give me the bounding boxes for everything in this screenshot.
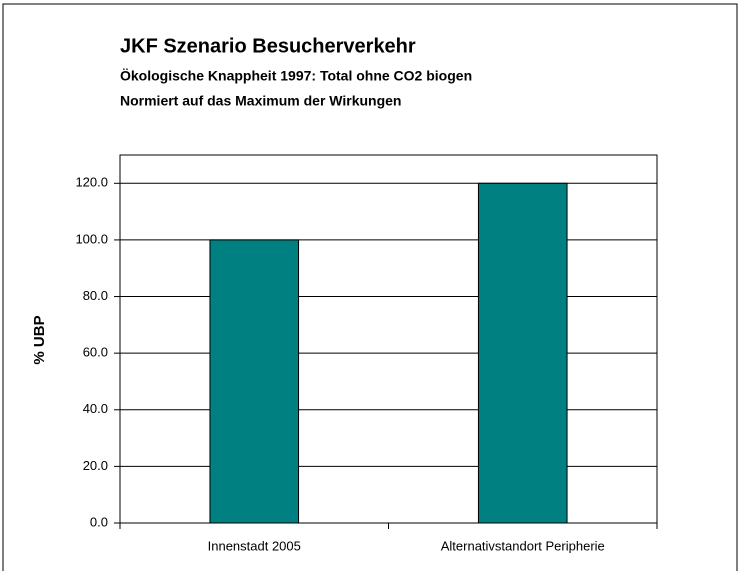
bar [477, 182, 568, 524]
bar [209, 239, 300, 524]
chart-subtitle: Normiert auf das Maximum der Wirkungen [120, 93, 401, 109]
chart-title: JKF Szenario Besucherverkehr [120, 35, 416, 57]
y-tick-label: 80.0 [83, 288, 108, 303]
chart-subtitle: Ökologische Knappheit 1997: Total ohne C… [120, 68, 472, 84]
y-tick-label: 40.0 [83, 401, 108, 416]
y-axis-label: % UBP [31, 315, 48, 364]
frame [2, 3, 738, 571]
x-tick-label: Alternativstandort Peripherie [441, 538, 605, 553]
y-tick-label: 0.0 [90, 514, 108, 529]
plot-area [119, 154, 658, 524]
x-tick-label: Innenstadt 2005 [208, 538, 301, 553]
y-tick-label: 60.0 [83, 345, 108, 360]
y-tick-label: 120.0 [75, 175, 108, 190]
y-tick-label: 20.0 [83, 458, 108, 473]
y-tick-label: 100.0 [75, 231, 108, 246]
